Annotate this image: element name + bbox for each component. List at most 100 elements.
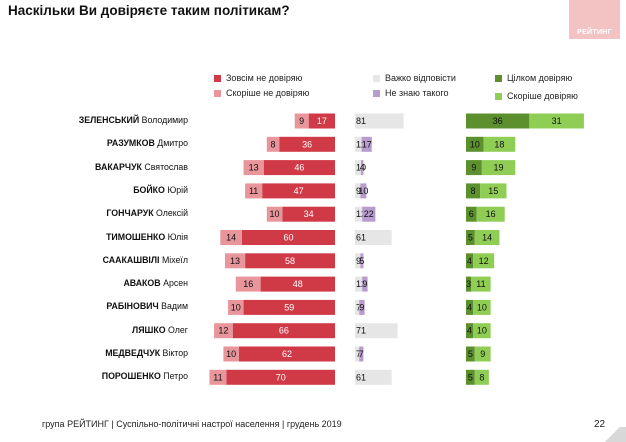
bar-label-ne-znayu: 10 [358, 186, 368, 196]
bar-label-skorishe-ne: 11 [213, 372, 222, 382]
bar-label-skorishe-tak: 10 [477, 326, 487, 336]
bar-label-zovsim-ne: 58 [285, 256, 295, 266]
bar-label-zovsim-ne: 36 [302, 139, 312, 149]
legend-label: Важко відповісти [385, 73, 456, 83]
bar-vazhko [355, 323, 398, 339]
bar-label-zovsim-ne: 60 [283, 233, 293, 243]
bar-skorishe-tak [473, 299, 491, 315]
bar-skorishe-tak [474, 230, 500, 245]
bar-label-vazhko: 12 [356, 209, 366, 219]
row-label: РАБІНОВИЧ Вадим [0, 301, 188, 311]
bar-label-vazhko: 71 [356, 326, 366, 336]
bar-label-tsilkom: 9 [471, 163, 476, 173]
bar-label-zovsim-ne: 70 [276, 372, 286, 382]
row-label: МЕДВЕДЧУК Віктор [0, 348, 188, 358]
legend-swatch-icon [214, 89, 221, 97]
legend-item-vazhko: Важко відповісти [373, 73, 456, 83]
bar-ne-znayu [359, 346, 364, 362]
legend-item-skorishe-ne: Скоріше не довіряю [214, 88, 309, 98]
bar-skorishe-ne [266, 136, 280, 152]
row-label-given: Віктор [162, 348, 188, 358]
bar-zovsim-ne [260, 276, 335, 292]
bar-skorishe-ne [243, 160, 264, 176]
bar-label-skorishe-tak: 18 [494, 139, 504, 149]
bar-ne-znayu [360, 183, 367, 199]
row-label-given: Арсен [163, 278, 188, 289]
bar-skorishe-ne [224, 253, 246, 269]
bar-label-ne-znayu: 22 [364, 209, 374, 219]
bar-zovsim-ne [262, 183, 335, 199]
bar-skorishe-tak [473, 253, 495, 269]
row-label-surname: ЛЯШКО [132, 324, 169, 335]
row-label: ТИМОШЕНКО Юлія [0, 232, 188, 242]
row-label-given: Володимир [141, 115, 188, 125]
row-label-surname: ВАКАРЧУК [95, 161, 145, 172]
bar-label-vazhko: 61 [356, 233, 366, 243]
row-label-given: Вадим [161, 301, 188, 312]
bar-zovsim-ne [263, 160, 335, 176]
bar-ne-znayu [361, 160, 364, 176]
row-label-given: Петро [163, 371, 188, 382]
bar-skorishe-tak [476, 206, 505, 222]
row-label-surname: РАЗУМКОВ [106, 138, 158, 149]
bar-label-skorishe-ne: 14 [226, 233, 236, 243]
bar-zovsim-ne [238, 346, 335, 362]
bar-vazhko [355, 136, 362, 152]
row-label-surname: БОЙКО [133, 184, 168, 195]
bar-label-tsilkom: 4 [467, 256, 472, 266]
bar-label-skorishe-tak: 16 [486, 209, 496, 219]
bar-label-skorishe-tak: 8 [479, 372, 484, 382]
bar-skorishe-ne [266, 206, 283, 222]
row-label-surname: РАБІНОВИЧ [106, 301, 162, 312]
bar-tsilkom [466, 253, 474, 269]
bar-ne-znayu [362, 276, 368, 292]
row-label: ГОНЧАРУК Олексій [0, 208, 188, 218]
legend-item-skorishe-tak: Скоріше довіряю [495, 91, 578, 101]
legend-label: Цілком довіряю [507, 73, 573, 83]
bar-skorishe-tak [471, 276, 491, 292]
footer-text: група РЕЙТИНГ | Суспільно-політичні наст… [42, 419, 342, 429]
legend-item-tsilkom: Цілком довіряю [495, 73, 572, 83]
bar-label-vazhko: 7 [356, 349, 361, 359]
bar-tsilkom [466, 136, 484, 152]
bar-label-tsilkom: 3 [466, 279, 471, 289]
bar-zovsim-ne [243, 299, 335, 315]
legend-label: Не знаю такого [385, 88, 449, 98]
bar-label-skorishe-ne: 13 [249, 163, 259, 173]
bar-label-skorishe-tak: 10 [477, 302, 487, 312]
bar-label-skorishe-tak: 19 [494, 163, 504, 173]
bar-label-ne-znayu: 9 [359, 302, 364, 312]
bar-label-tsilkom: 4 [467, 326, 472, 336]
bar-label-vazhko: 12 [356, 279, 366, 289]
bar-vazhko [355, 183, 361, 199]
bar-skorishe-tak [473, 323, 491, 339]
bar-label-vazhko: 81 [356, 116, 366, 126]
bar-label-skorishe-tak: 11 [476, 279, 485, 289]
bar-vazhko [355, 206, 363, 222]
row-label-given: Олег [168, 324, 188, 335]
bar-label-skorishe-ne: 8 [270, 139, 275, 149]
bar-tsilkom [466, 230, 475, 245]
bar-label-skorishe-ne: 16 [243, 279, 253, 289]
bar-ne-znayu [360, 253, 364, 269]
bar-skorishe-ne [228, 299, 244, 315]
bar-tsilkom [466, 346, 475, 362]
page-curl [598, 427, 626, 442]
bar-label-vazhko: 9 [356, 256, 361, 266]
bar-label-ne-znayu: 17 [362, 139, 372, 149]
bar-tsilkom [466, 113, 530, 129]
bar-label-tsilkom: 10 [470, 139, 480, 149]
bar-vazhko [355, 230, 392, 245]
row-label-surname: ТИМОШЕНКО [106, 231, 168, 242]
bar-label-tsilkom: 8 [471, 186, 476, 196]
bar-label-vazhko: 11 [356, 139, 365, 149]
bar-label-zovsim-ne: 17 [317, 116, 327, 126]
bar-label-ne-znayu: 9 [362, 279, 367, 289]
bar-label-skorishe-ne: 13 [230, 256, 240, 266]
bar-label-vazhko: 9 [356, 186, 361, 196]
bar-zovsim-ne [282, 206, 335, 222]
bar-label-skorishe-ne: 12 [218, 326, 228, 336]
legend-label: Скоріше не довіряю [226, 88, 310, 98]
page-title: Наскільки Ви довіряєте таким політикам? [8, 3, 290, 18]
